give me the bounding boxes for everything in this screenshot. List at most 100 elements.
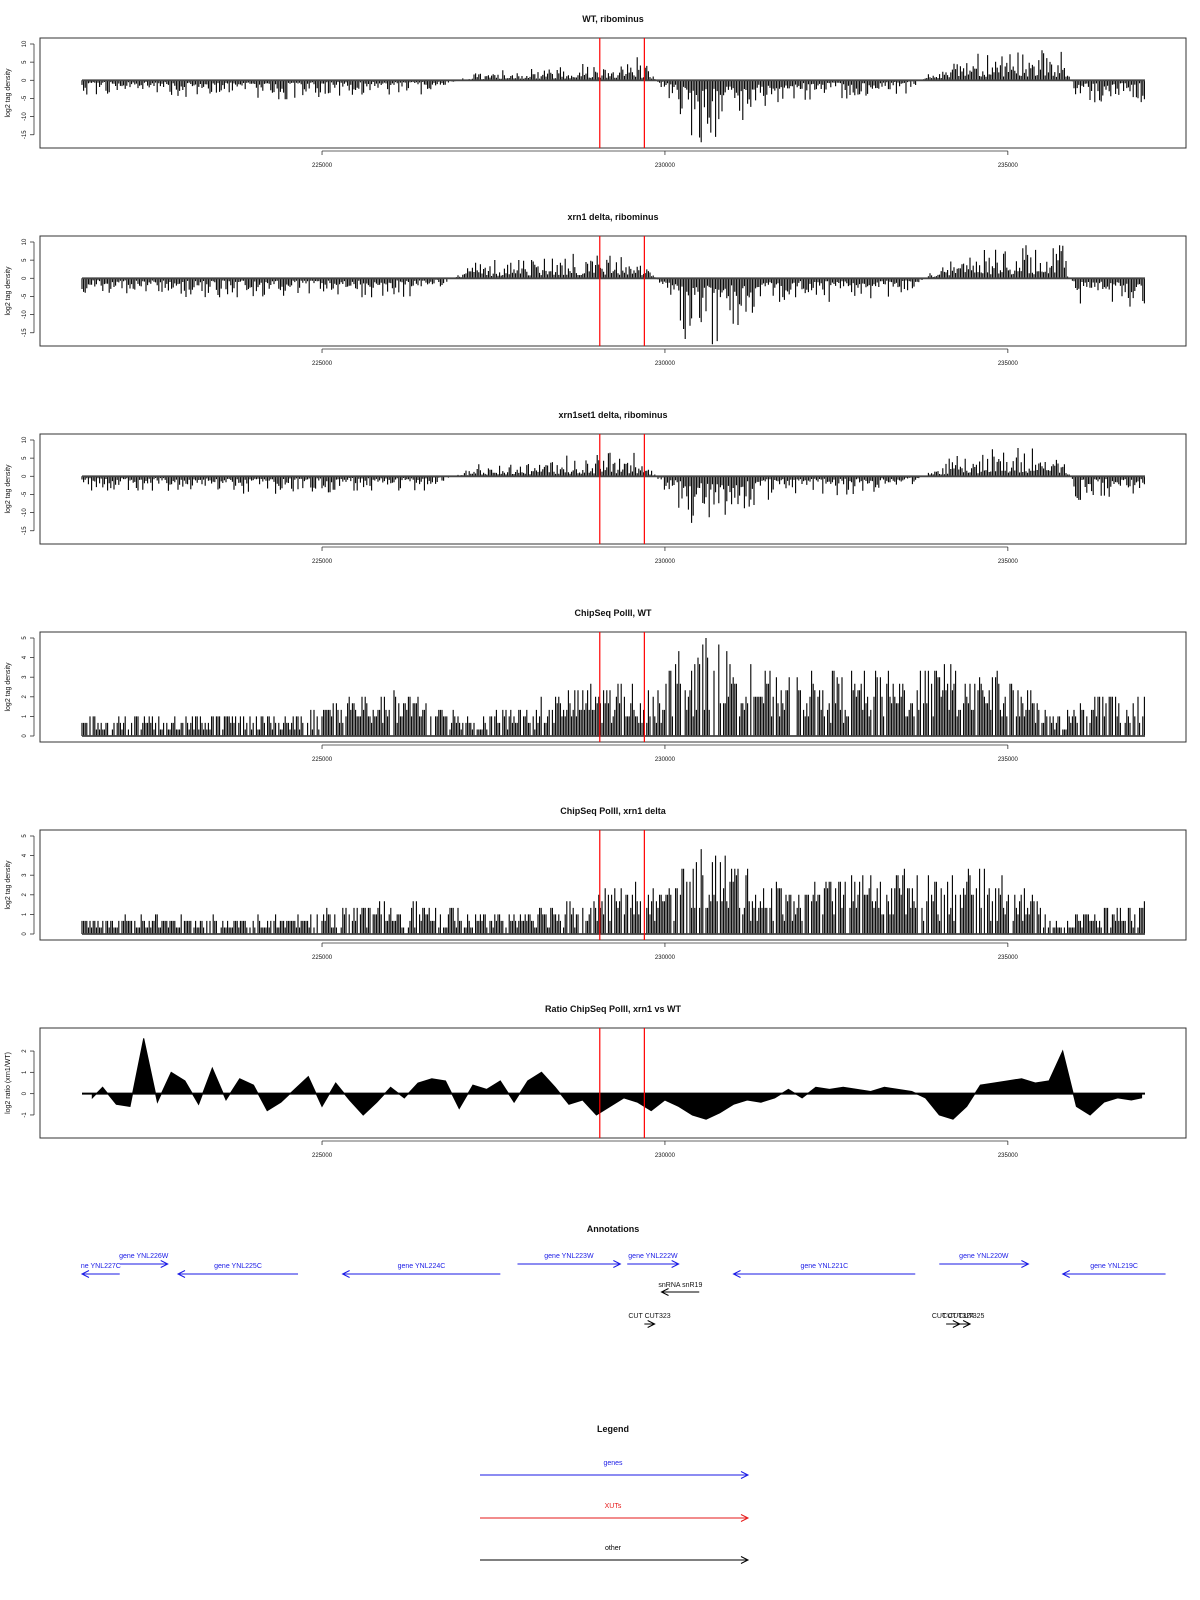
feature-arrow-head [80, 1270, 90, 1278]
feature-other: CUT CUT323 [628, 1313, 671, 1328]
feature-arrow-head [1021, 1260, 1030, 1268]
feature-label: CUT CUT323 [628, 1313, 670, 1320]
feature-arrow-head [732, 1270, 741, 1278]
y-tick-label: 10 [22, 436, 28, 443]
x-tick-label: 225000 [312, 955, 333, 961]
chart-panel-6: Ratio ChipSeq PolII, xrn1 vs WT -1 0 1 2 log2… [5, 1004, 1187, 1159]
y-tick-label: -15 [22, 526, 28, 535]
data-series [81, 638, 1145, 737]
feature-label: gene YNL219C [1090, 1263, 1138, 1270]
feature-arrow-head [962, 1320, 972, 1328]
x-tick-label: 235000 [998, 163, 1019, 169]
data-series [81, 849, 1145, 935]
feature-other: snRNA snR19 [658, 1282, 702, 1296]
feature-gene: gene YNL224C [341, 1263, 501, 1278]
x-tick-label: 230000 [655, 757, 676, 763]
feature-label: gene YNL220W [959, 1253, 1009, 1260]
x-tick-label: 235000 [998, 757, 1019, 763]
feature-gene: gene YNL222W [627, 1253, 680, 1268]
feature-arrow-head [647, 1320, 656, 1328]
y-axis-label: log2 tag density [5, 662, 12, 712]
y-tick-label: 0 [22, 932, 28, 936]
y-tick-label: 4 [22, 853, 28, 857]
x-tick-label: 235000 [998, 955, 1019, 961]
chart-title: ChipSeq PolII, xrn1 delta [560, 806, 667, 816]
feature-label: gene YNL221C [801, 1263, 849, 1270]
feature-gene: gene YNL221C [732, 1263, 916, 1278]
x-tick-label: 230000 [655, 955, 676, 961]
feature-label: gene YNL224C [398, 1263, 446, 1270]
feature-gene: gene YNL226W [119, 1253, 169, 1268]
y-tick-label: 3 [22, 675, 28, 679]
ratio-area [91, 1038, 1143, 1120]
x-tick-label: 225000 [312, 163, 333, 169]
x-tick-label: 235000 [998, 559, 1019, 565]
y-tick-label: 5 [22, 456, 28, 460]
feature-label: CUT CUT325 [942, 1313, 984, 1320]
y-tick-label: 1 [22, 1070, 28, 1074]
y-tick-label: 2 [22, 694, 28, 698]
y-tick-label: -10 [22, 508, 28, 517]
feature-label: gene YNL225C [214, 1263, 262, 1270]
x-tick-label: 225000 [312, 361, 333, 367]
legend-item-label: other [605, 1545, 622, 1552]
y-tick-label: 0 [22, 276, 28, 280]
plot-frame [39, 631, 1187, 743]
legend-item-arrowhead [740, 1471, 750, 1479]
feature-gene: gene YNL223W [517, 1253, 622, 1268]
y-tick-label: -5 [22, 95, 28, 101]
chart-title: Ratio ChipSeq PolII, xrn1 vs WT [545, 1004, 682, 1014]
y-tick-label: 2 [22, 892, 28, 896]
feature-gene: gene YNL219C [1061, 1263, 1166, 1278]
legend-item-arrowhead [740, 1514, 750, 1522]
legend-item: genes [480, 1460, 750, 1479]
feature-arrow-head [671, 1260, 680, 1268]
y-tick-label: -15 [22, 328, 28, 337]
data-bars [81, 50, 1145, 143]
y-tick-label: 0 [22, 474, 28, 478]
y-tick-label: 2 [22, 1049, 28, 1053]
feature-other: CUT CUT325 [942, 1313, 984, 1328]
legend-title: Legend [597, 1424, 629, 1434]
feature-arrow-head [660, 1288, 669, 1296]
y-tick-label: 10 [22, 40, 28, 47]
y-tick-label: -10 [22, 310, 28, 319]
chart-panel-4: ChipSeq PolII, WT 0 1 2 3 4 5 log2 tag density 2… [5, 608, 1187, 763]
y-axis-label: log2 tag density [5, 68, 12, 118]
chart-panel-3: xrn1set1 delta, ribominus -15 -10 -5 0 5 10 log… [5, 410, 1187, 565]
y-tick-label: -15 [22, 130, 28, 139]
feature-gene: gene YNL225C [176, 1263, 299, 1278]
chart-panel-2: xrn1 delta, ribominus -15 -10 -5 0 5 10 log2 ta… [5, 212, 1187, 367]
feature-label: gene YNL222W [628, 1253, 678, 1260]
y-tick-label: 0 [22, 78, 28, 82]
data-series [82, 1038, 1145, 1120]
y-tick-label: 5 [22, 60, 28, 64]
feature-arrow-head [176, 1270, 186, 1278]
chart-title: xrn1 delta, ribominus [567, 212, 658, 222]
plot-frame [39, 1027, 1187, 1139]
plot-frame [39, 829, 1187, 941]
y-tick-label: 10 [22, 238, 28, 245]
data-bars [81, 849, 1145, 934]
y-tick-label: 0 [22, 734, 28, 738]
chart-title: ChipSeq PolII, WT [575, 608, 652, 618]
feature-gene: ne YNL227C [81, 1263, 121, 1278]
x-tick-label: 230000 [655, 361, 676, 367]
chart-panel-5: ChipSeq PolII, xrn1 delta 0 1 2 3 4 5 log2 tag … [5, 806, 1187, 961]
data-series [81, 50, 1145, 143]
y-tick-label: 1 [22, 714, 28, 718]
y-tick-label: -1 [22, 1112, 28, 1118]
y-tick-label: -10 [22, 112, 28, 121]
legend-item-label: XUTs [605, 1503, 622, 1510]
feature-label: CUT CUT324 [932, 1313, 974, 1320]
y-tick-label: 5 [22, 834, 28, 838]
x-tick-label: 230000 [655, 559, 676, 565]
feature-gene: gene YNL220W [939, 1253, 1030, 1268]
x-tick-label: 235000 [998, 1153, 1019, 1159]
x-tick-label: 230000 [655, 163, 676, 169]
y-tick-label: -5 [22, 491, 28, 497]
legend-item: XUTs [480, 1503, 750, 1522]
y-tick-label: 5 [22, 258, 28, 262]
y-tick-label: 0 [22, 1091, 28, 1095]
